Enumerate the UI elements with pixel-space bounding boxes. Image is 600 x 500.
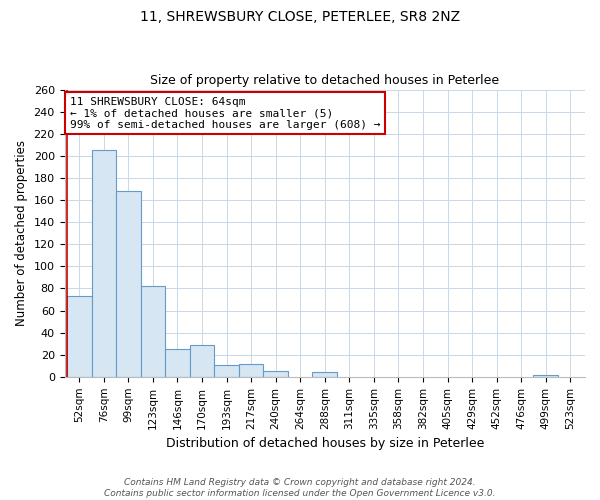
Bar [140, 286, 165, 377]
Bar [67, 296, 92, 377]
Bar [116, 191, 140, 377]
Bar [165, 349, 190, 377]
Bar [263, 372, 288, 377]
Text: Contains HM Land Registry data © Crown copyright and database right 2024.
Contai: Contains HM Land Registry data © Crown c… [104, 478, 496, 498]
Bar [533, 374, 558, 377]
Bar [239, 364, 263, 377]
Bar [190, 345, 214, 377]
X-axis label: Distribution of detached houses by size in Peterlee: Distribution of detached houses by size … [166, 437, 484, 450]
Title: Size of property relative to detached houses in Peterlee: Size of property relative to detached ho… [150, 74, 499, 87]
Bar [92, 150, 116, 377]
Bar [313, 372, 337, 377]
Text: 11 SHREWSBURY CLOSE: 64sqm
← 1% of detached houses are smaller (5)
99% of semi-d: 11 SHREWSBURY CLOSE: 64sqm ← 1% of detac… [70, 96, 380, 130]
Text: 11, SHREWSBURY CLOSE, PETERLEE, SR8 2NZ: 11, SHREWSBURY CLOSE, PETERLEE, SR8 2NZ [140, 10, 460, 24]
Bar [214, 364, 239, 377]
Y-axis label: Number of detached properties: Number of detached properties [15, 140, 28, 326]
